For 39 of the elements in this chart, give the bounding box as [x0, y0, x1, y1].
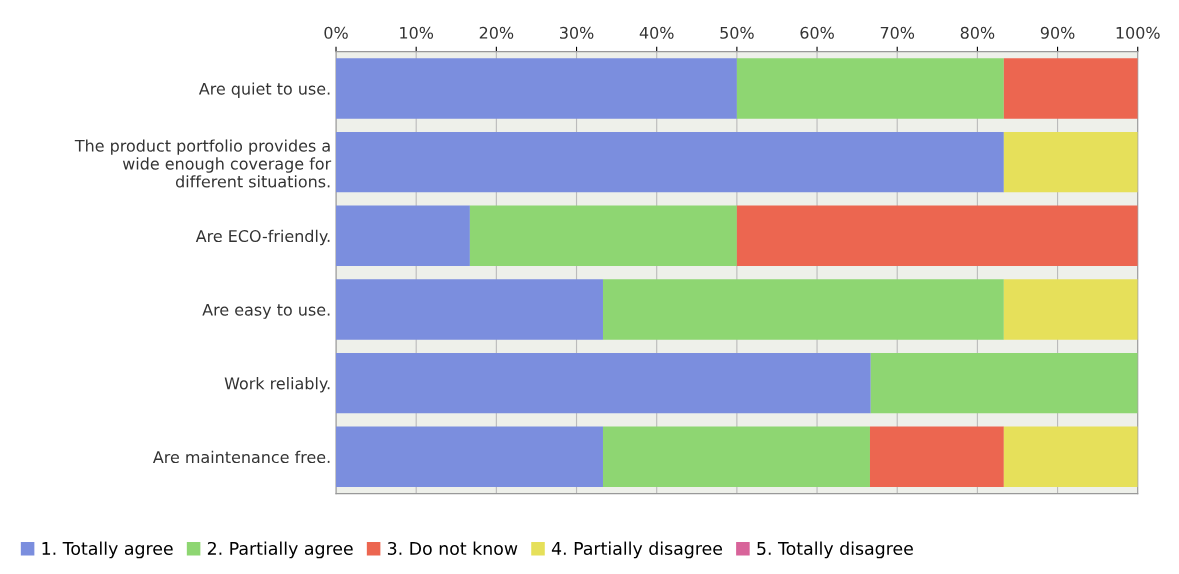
- y-tick-label: Are easy to use.: [202, 303, 330, 319]
- x-tick-label: 50%: [720, 26, 754, 39]
- y-tick-label: Are quiet to use.: [198, 82, 330, 98]
- legend-label: 1. Totally agree: [42, 541, 173, 559]
- x-tick-label: 0%: [324, 26, 348, 39]
- bar: [869, 426, 1004, 488]
- y-tick-label: The product portfolio provides a wide enough coverage for different situations.: [74, 139, 332, 188]
- bar: [870, 352, 1138, 414]
- bar: [602, 426, 870, 488]
- legend-label: 5. Totally disagree: [757, 541, 913, 559]
- bar: [336, 205, 470, 267]
- x-tick-label: 40%: [639, 26, 674, 39]
- bar: [469, 205, 737, 267]
- bar: [1003, 279, 1138, 340]
- y-tick-label: Are maintenance free.: [152, 450, 330, 464]
- x-tick-label: 10%: [400, 26, 434, 39]
- bar: [336, 58, 737, 119]
- bar: [336, 352, 871, 414]
- x-tick-label: 60%: [800, 26, 834, 39]
- y-tick-label: Work reliably.: [224, 377, 330, 393]
- x-tick-label: 80%: [960, 26, 995, 39]
- bar: [336, 279, 603, 340]
- x-tick-label: 30%: [560, 26, 594, 39]
- bar: [736, 58, 1004, 119]
- bar: [736, 205, 1138, 267]
- x-tick-label: 70%: [880, 26, 915, 39]
- bar: [1003, 58, 1138, 119]
- bar: [1003, 131, 1138, 193]
- legend-label: 3. Do not know: [387, 541, 518, 556]
- legend-label: 4. Partially disagree: [551, 541, 723, 559]
- y-tick-label: Are ECO-friendly.: [195, 229, 330, 246]
- bar: [1003, 426, 1138, 488]
- bar: [602, 279, 1004, 340]
- bar: [336, 131, 1004, 193]
- x-tick-label: 90%: [1040, 26, 1075, 39]
- bar: [336, 426, 603, 488]
- x-tick-label: 20%: [479, 26, 514, 39]
- legend-label: 2. Partially agree: [207, 541, 353, 559]
- x-tick-label: 100%: [1116, 26, 1160, 39]
